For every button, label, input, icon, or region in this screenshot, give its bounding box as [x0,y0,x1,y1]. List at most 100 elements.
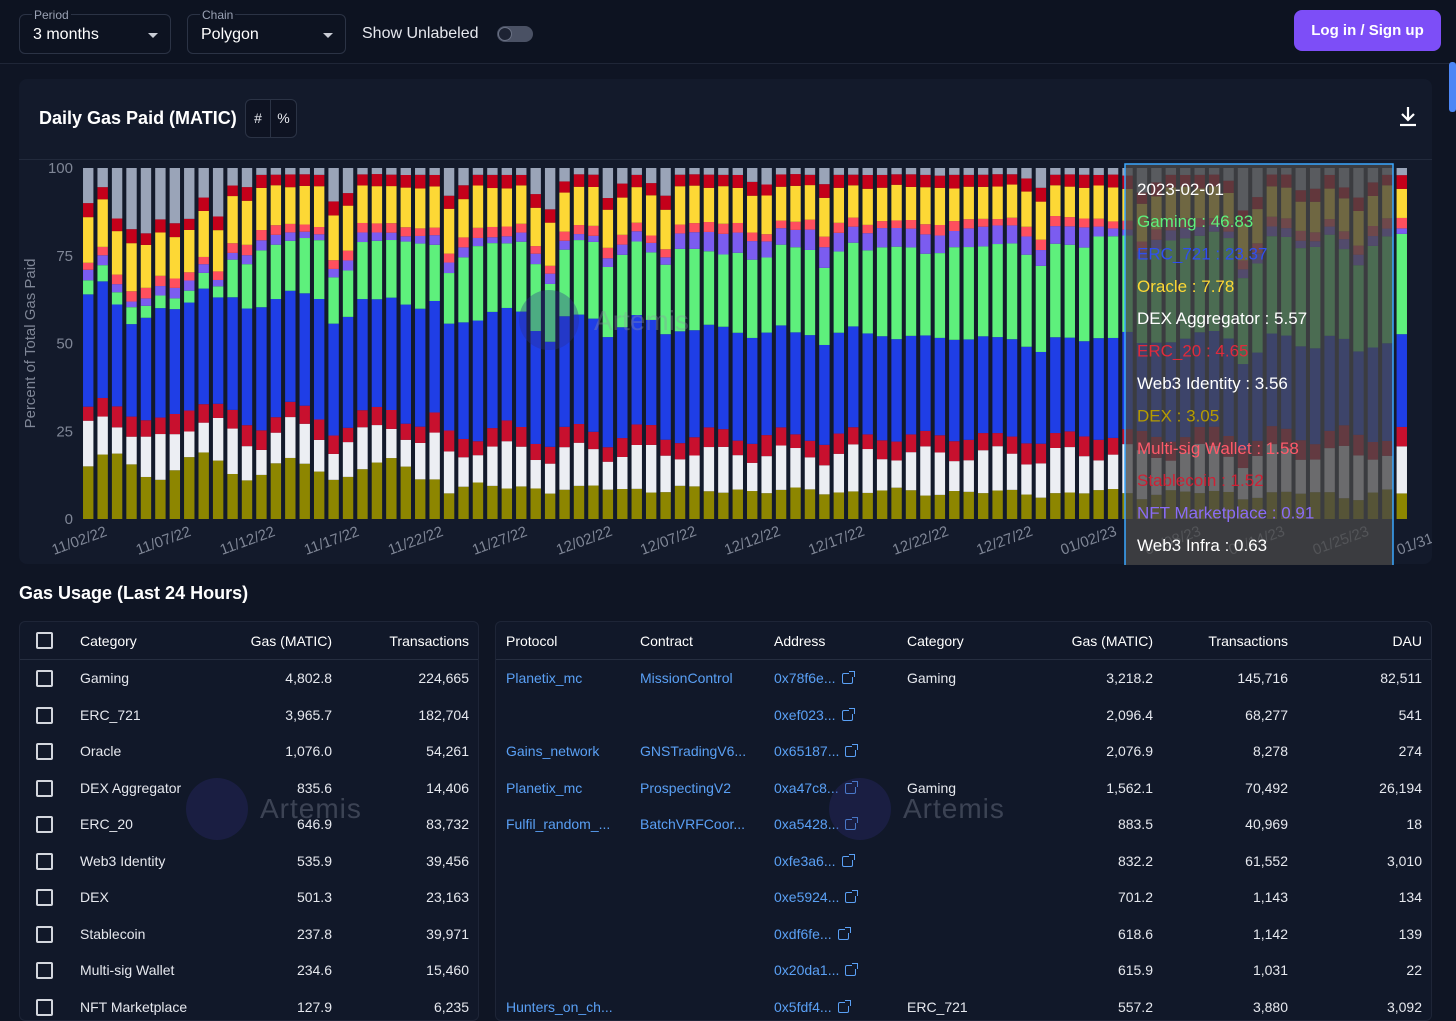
bar-segment[interactable] [170,288,180,298]
bar-segment[interactable] [848,326,858,427]
bar-segment[interactable] [877,228,887,247]
bar-segment[interactable] [675,331,685,443]
bar-segment[interactable] [458,185,468,199]
bar-segment[interactable] [386,458,396,519]
external-link-icon[interactable] [845,965,856,976]
bar-segment[interactable] [343,251,353,261]
bar-segment[interactable] [978,433,988,450]
cell-address[interactable]: 0x20da1... [774,962,856,978]
bar-segment[interactable] [386,223,396,232]
cell-address[interactable]: 0x65187... [774,743,856,759]
bar-segment[interactable] [213,418,223,461]
bar-segment[interactable] [227,297,237,410]
bar-segment[interactable] [733,175,743,188]
header-gas[interactable]: Gas (MATIC) [1072,633,1153,649]
bar-segment[interactable] [790,186,800,222]
bar-segment[interactable] [632,241,642,315]
bar-segment[interactable] [213,230,223,271]
bar-segment[interactable] [473,321,483,442]
bar-segment[interactable] [112,304,122,406]
bar-segment[interactable] [646,243,656,252]
bar-segment[interactable] [891,339,901,441]
bar-segment[interactable] [372,168,382,174]
bar-segment[interactable] [675,168,685,175]
bar-segment[interactable] [487,486,497,519]
bar-segment[interactable] [1397,218,1407,228]
bar-segment[interactable] [790,332,800,434]
bar-segment[interactable] [877,247,887,336]
bar-segment[interactable] [1007,454,1017,490]
bar-segment[interactable] [559,447,569,490]
bar-segment[interactable] [415,228,425,236]
bar-segment[interactable] [242,425,252,446]
bar-segment[interactable] [1093,185,1103,218]
bar-segment[interactable] [285,402,295,417]
bar-segment[interactable] [141,477,151,519]
bar-segment[interactable] [1093,236,1103,338]
bar-segment[interactable] [646,195,656,235]
bar-segment[interactable] [271,168,281,175]
bar-segment[interactable] [978,175,988,187]
bar-segment[interactable] [819,268,829,345]
header-category[interactable]: Category [80,633,137,649]
bar-segment[interactable] [603,248,613,258]
bar-segment[interactable] [242,480,252,519]
bar-segment[interactable] [1397,228,1407,234]
bar-segment[interactable] [155,434,165,480]
bar-segment[interactable] [227,196,237,243]
bar-segment[interactable] [935,225,945,236]
bar-segment[interactable] [704,447,714,491]
bar-segment[interactable] [862,449,872,493]
bar-segment[interactable] [588,236,598,242]
bar-segment[interactable] [343,168,353,193]
bar-segment[interactable] [357,299,367,410]
bar-segment[interactable] [285,187,295,224]
bar-segment[interactable] [675,486,685,519]
bar-segment[interactable] [386,168,396,175]
bar-segment[interactable] [1021,443,1031,464]
bar-segment[interactable] [761,258,771,333]
bar-segment[interactable] [328,277,338,323]
bar-segment[interactable] [300,293,310,405]
bar-segment[interactable] [357,410,367,427]
bar-segment[interactable] [935,188,945,225]
bar-segment[interactable] [1108,168,1118,175]
bar-segment[interactable] [83,280,93,294]
bar-segment[interactable] [444,451,454,493]
bar-segment[interactable] [761,241,771,257]
bar-segment[interactable] [906,452,916,490]
bar-segment[interactable] [300,464,310,519]
bar-segment[interactable] [1050,337,1060,433]
bar-segment[interactable] [256,307,266,430]
bar-segment[interactable] [776,245,786,326]
bar-segment[interactable] [1397,493,1407,519]
bar-segment[interactable] [718,186,728,224]
bar-segment[interactable] [401,440,411,467]
bar-segment[interactable] [992,337,1002,433]
bar-segment[interactable] [502,243,512,308]
bar-segment[interactable] [848,218,858,227]
bar-segment[interactable] [242,168,252,187]
bar-segment[interactable] [458,168,468,185]
bar-segment[interactable] [646,168,656,183]
external-link-icon[interactable] [845,746,856,757]
bar-segment[interactable] [761,435,771,456]
bar-segment[interactable] [1007,225,1017,243]
bar-segment[interactable] [401,227,411,236]
bar-segment[interactable] [126,324,136,416]
bar-segment[interactable] [530,168,540,194]
bar-segment[interactable] [256,450,266,475]
bar-segment[interactable] [1036,202,1046,240]
scrollbar-thumb[interactable] [1449,62,1456,112]
bar-segment[interactable] [1093,490,1103,519]
bar-segment[interactable] [603,198,613,210]
header-gas[interactable]: Gas (MATIC) [251,633,332,649]
bar-segment[interactable] [992,168,1002,174]
bar-segment[interactable] [559,427,569,447]
bar-segment[interactable] [1093,460,1103,490]
bar-segment[interactable] [848,427,858,444]
bar-segment[interactable] [314,168,324,175]
bar-segment[interactable] [834,492,844,519]
